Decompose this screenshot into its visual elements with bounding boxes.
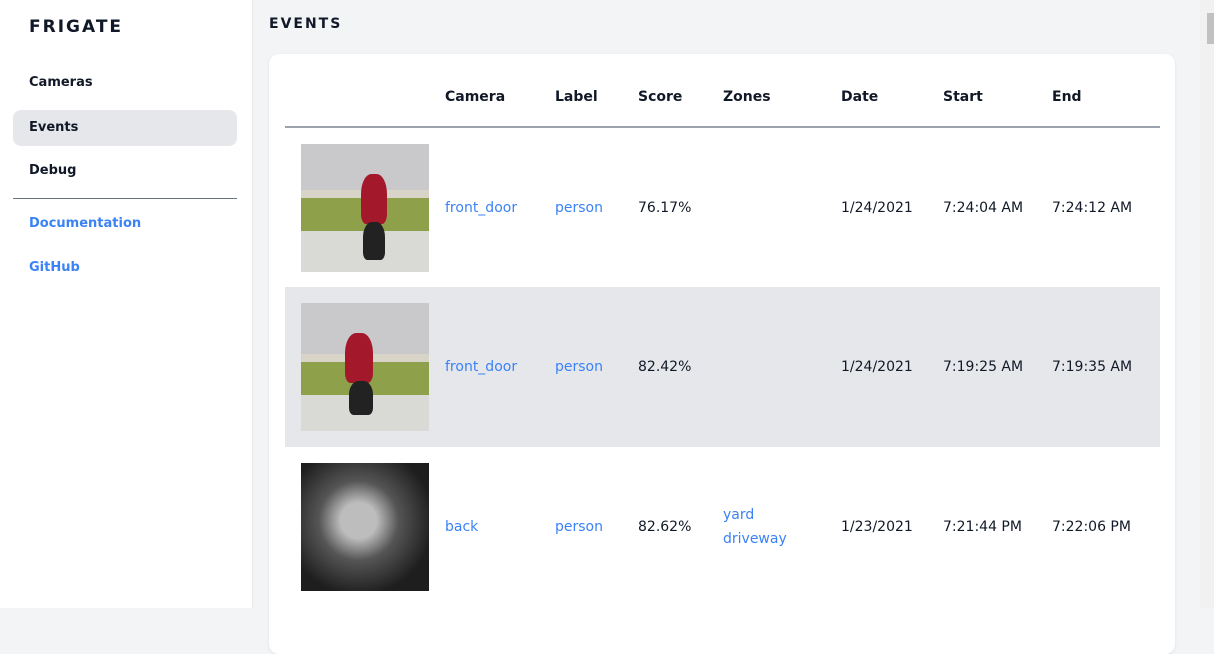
- header-zones: Zones: [723, 54, 841, 128]
- camera-link[interactable]: back: [445, 519, 479, 535]
- zones: [723, 287, 841, 447]
- end-time: 7:22:06 PM: [1052, 519, 1131, 535]
- header-camera: Camera: [445, 54, 555, 128]
- end-time: 7:24:12 AM: [1052, 199, 1133, 216]
- event-thumbnail[interactable]: [301, 143, 429, 272]
- table-row[interactable]: back person 82.62% yard driveway 1/23/202…: [285, 447, 1160, 607]
- header-label: Label: [555, 54, 638, 128]
- sidebar-item-cameras[interactable]: Cameras: [29, 75, 93, 90]
- date: 1/23/2021: [841, 519, 913, 535]
- page-title: EVENTS: [269, 16, 343, 32]
- scrollbar-thumb[interactable]: [1207, 13, 1214, 44]
- label-link[interactable]: person: [555, 199, 603, 216]
- table-row[interactable]: front_door person 76.17% 1/24/2021 7:24:…: [285, 127, 1160, 287]
- events-table: Camera Label Score Zones Date Start End …: [285, 54, 1160, 607]
- header-date: Date: [841, 54, 943, 128]
- event-thumbnail[interactable]: [301, 303, 429, 431]
- sidebar-item-debug[interactable]: Debug: [29, 163, 77, 178]
- scrollbar[interactable]: [1200, 0, 1214, 608]
- label-link[interactable]: person: [555, 519, 603, 535]
- zone-link[interactable]: driveway: [723, 531, 787, 547]
- header-thumbnail: [285, 54, 445, 128]
- github-link[interactable]: GitHub: [29, 260, 80, 275]
- events-card: Camera Label Score Zones Date Start End …: [269, 54, 1175, 654]
- zones: [723, 127, 841, 287]
- date: 1/24/2021: [841, 199, 913, 216]
- table-row[interactable]: front_door person 82.42% 1/24/2021 7:19:…: [285, 287, 1160, 447]
- score: 76.17%: [638, 199, 692, 216]
- camera-link[interactable]: front_door: [445, 287, 555, 447]
- end-time: 7:19:35 AM: [1052, 287, 1160, 447]
- sidebar-item-events[interactable]: Events: [13, 110, 237, 146]
- score: 82.62%: [638, 519, 692, 535]
- zone-link[interactable]: yard: [723, 507, 755, 523]
- header-score: Score: [638, 54, 723, 128]
- score: 82.42%: [638, 287, 723, 447]
- start-time: 7:24:04 AM: [943, 199, 1024, 216]
- sidebar-divider: [13, 198, 237, 199]
- event-thumbnail[interactable]: [301, 463, 429, 591]
- header-end: End: [1052, 54, 1160, 128]
- start-time: 7:19:25 AM: [943, 287, 1052, 447]
- header-start: Start: [943, 54, 1052, 128]
- date: 1/24/2021: [841, 287, 943, 447]
- brand-logo: FRIGATE: [29, 17, 124, 37]
- sidebar: FRIGATE Cameras Events Debug Documentati…: [0, 0, 253, 608]
- camera-link[interactable]: front_door: [445, 199, 518, 216]
- start-time: 7:21:44 PM: [943, 519, 1022, 535]
- label-link[interactable]: person: [555, 287, 638, 447]
- documentation-link[interactable]: Documentation: [29, 216, 142, 231]
- zones: yard driveway: [723, 447, 841, 607]
